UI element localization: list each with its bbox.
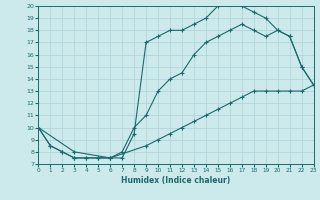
X-axis label: Humidex (Indice chaleur): Humidex (Indice chaleur) — [121, 176, 231, 185]
